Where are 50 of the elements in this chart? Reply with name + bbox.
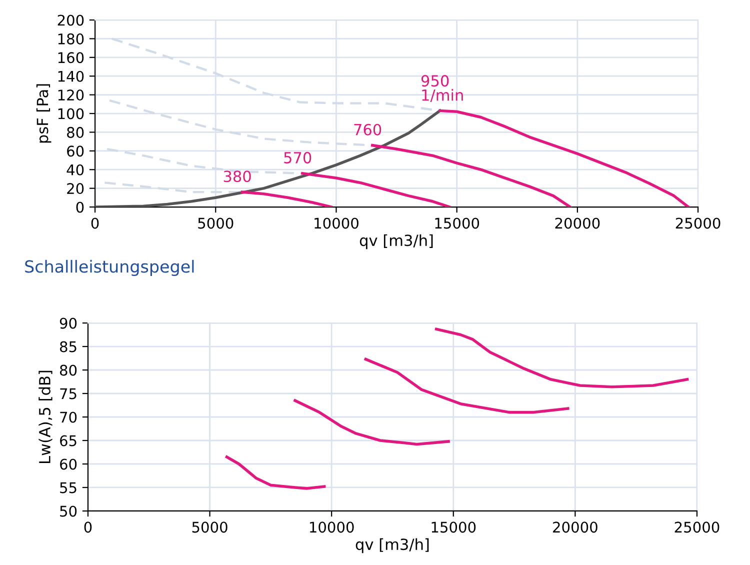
line-series [240, 190, 333, 208]
x-tick-label: 25000 [674, 522, 720, 533]
y-tick-label: 50 [60, 506, 77, 517]
y-tick-label: 140 [58, 70, 84, 82]
x-tick-label: 20000 [555, 218, 600, 229]
series-label: 380 [224, 170, 251, 182]
line-series [434, 328, 689, 388]
x-tick-label: 0 [84, 522, 92, 533]
x-tick-label: 10000 [314, 218, 358, 229]
series-label: 570 [284, 152, 312, 164]
y-tick-label: 90 [60, 318, 77, 329]
y-axis-title: psF [Pa] [36, 84, 52, 143]
y-tick-label: 75 [60, 388, 76, 400]
x-tick-label: 25000 [676, 218, 720, 229]
line-series [294, 399, 450, 446]
chart-title: Schallleistungspegel [25, 260, 194, 276]
line-series [95, 109, 442, 208]
series-label: 760 [354, 124, 382, 136]
y-tick-label: 85 [60, 341, 76, 352]
y-tick-label: 55 [60, 482, 76, 494]
x-tick-label: 5000 [198, 218, 234, 229]
series-label: 950 1/min [421, 75, 463, 102]
y-tick-label: 80 [60, 364, 77, 376]
y-tick-label: 60 [67, 146, 84, 157]
x-axis-title: qv [m3/h] [360, 234, 433, 250]
x-axis-title: qv [m3/h] [356, 538, 429, 554]
y-tick-label: 20 [67, 183, 84, 194]
line-series [364, 358, 570, 414]
y-tick-label: 40 [66, 164, 84, 176]
y-tick-label: 120 [58, 90, 84, 101]
y-tick-label: 65 [60, 435, 76, 446]
x-tick-label: 20000 [553, 522, 598, 533]
x-tick-label: 15000 [432, 522, 476, 533]
x-tick-label: 10000 [310, 522, 354, 533]
y-tick-label: 160 [58, 52, 84, 64]
x-tick-label: 0 [91, 218, 99, 229]
line-series [438, 109, 690, 208]
x-tick-label: 5000 [192, 522, 228, 533]
line-series [301, 172, 451, 208]
y-tick-label: 0 [76, 202, 84, 213]
line-series [371, 144, 572, 208]
y-tick-label: 80 [67, 126, 84, 138]
y-tick-label: 70 [60, 412, 77, 423]
y-tick-label: 100 [58, 108, 84, 120]
x-tick-label: 15000 [435, 218, 480, 229]
y-tick-label: 60 [60, 458, 77, 470]
line-series [225, 456, 326, 490]
y-axis-title: Lw(A),5 [dB] [38, 370, 52, 463]
y-tick-label: 200 [58, 14, 84, 26]
y-tick-label: 180 [58, 33, 84, 44]
